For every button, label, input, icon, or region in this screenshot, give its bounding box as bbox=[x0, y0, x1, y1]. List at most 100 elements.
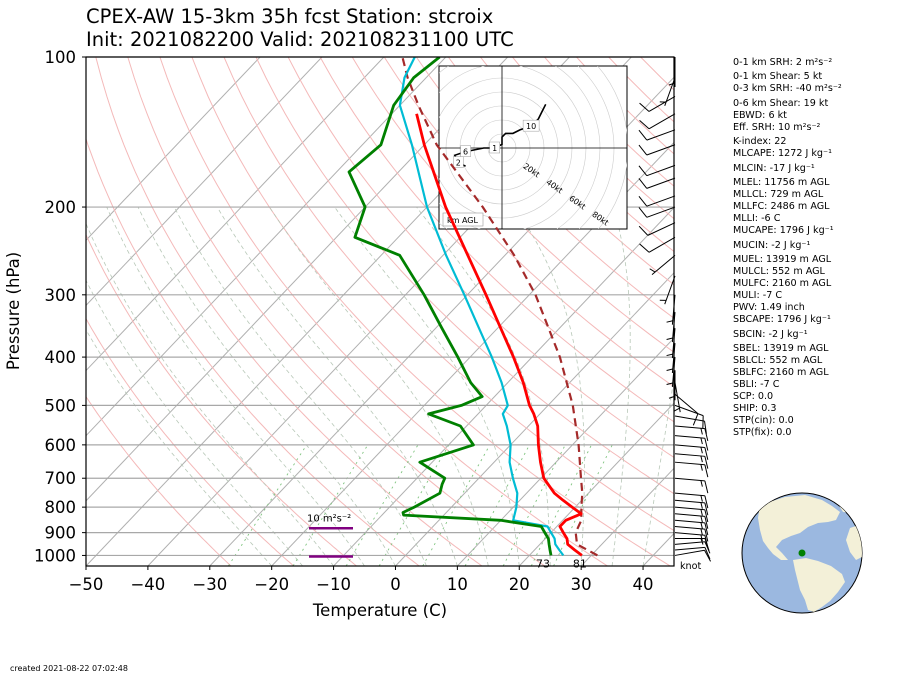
parameter-line: 0-1 km Shear: 5 kt bbox=[733, 71, 823, 83]
dry-adiabat bbox=[95, 57, 483, 566]
isotherm bbox=[580, 467, 674, 566]
moist-adiabat bbox=[514, 206, 585, 566]
wind-barb bbox=[674, 506, 709, 523]
parameter-line: Eff. SRH: 10 m²s⁻² bbox=[733, 121, 821, 133]
y-tick-label: 500 bbox=[45, 396, 77, 415]
globe-land-north-america bbox=[758, 495, 840, 560]
surface-temperature-label: 81 bbox=[573, 557, 587, 570]
parameter-line: SBEL: 13919 m AGL bbox=[733, 343, 829, 355]
x-tick-label: 0 bbox=[390, 575, 401, 594]
parameter-line: MUCAPE: 1796 J kg⁻¹ bbox=[733, 225, 834, 237]
hodograph-unit-label: km AGL bbox=[447, 216, 479, 225]
wind-barb bbox=[674, 453, 709, 469]
moist-adiabat bbox=[173, 206, 427, 566]
wind-barb bbox=[659, 275, 676, 305]
parameter-line: MLEL: 11756 m AGL bbox=[733, 177, 830, 189]
parameter-line: PWV: 1.49 inch bbox=[733, 302, 805, 314]
y-tick-label: 100 bbox=[45, 48, 77, 67]
moist-adiabat bbox=[642, 375, 674, 566]
x-tick-label: −20 bbox=[254, 575, 289, 594]
wind-barbs bbox=[638, 57, 712, 562]
isotherm bbox=[395, 272, 674, 566]
parameter-line: STP(cin): 0.0 bbox=[733, 415, 794, 427]
wind-barb bbox=[674, 492, 709, 509]
parameter-line: 0-6 km Shear: 19 kt bbox=[733, 97, 829, 109]
y-tick-label: 800 bbox=[45, 498, 77, 517]
y-axis-ticks: 100 200 300 400 500 600 700 800 900 1000 bbox=[34, 48, 86, 565]
wind-barb bbox=[639, 236, 676, 253]
dry-adiabat bbox=[191, 57, 671, 566]
dry-adiabat bbox=[351, 57, 674, 388]
wind-barb bbox=[659, 77, 676, 106]
isotherm bbox=[271, 141, 674, 566]
parameter-line: MLLCL: 729 m AGL bbox=[733, 189, 824, 201]
dry-adiabat bbox=[383, 57, 674, 353]
wind-barb bbox=[674, 477, 709, 494]
background-lines bbox=[86, 57, 674, 566]
x-tick-label: −50 bbox=[69, 575, 104, 594]
dry-adiabat bbox=[159, 57, 608, 566]
y-tick-label: 600 bbox=[45, 436, 77, 455]
wind-barb bbox=[674, 499, 709, 516]
title-line-2: Init: 2021082200 Valid: 202108231100 UTC bbox=[86, 28, 514, 51]
hodograph-level-label: 2 bbox=[456, 159, 461, 168]
plot-frame bbox=[85, 56, 675, 567]
x-tick-label: 40 bbox=[633, 575, 654, 594]
dry-adiabat bbox=[223, 57, 674, 532]
moist-adiabat bbox=[269, 206, 489, 566]
parameter-line: SBLCL: 552 m AGL bbox=[733, 355, 823, 367]
hodograph-level-box bbox=[522, 119, 540, 132]
mixing-ratio-line bbox=[292, 444, 369, 566]
x-tick-label: −40 bbox=[130, 575, 165, 594]
parameter-line: EBWD: 6 kt bbox=[733, 109, 787, 121]
wind-barb bbox=[638, 222, 676, 236]
isotherm bbox=[86, 57, 323, 307]
wind-barb bbox=[674, 393, 699, 426]
hodograph-level-box bbox=[489, 141, 500, 154]
isotherm bbox=[86, 57, 261, 241]
dry-adiabat bbox=[86, 395, 232, 566]
barb-unit-label: knot bbox=[680, 561, 702, 572]
wind-barb bbox=[674, 546, 711, 560]
station-marker bbox=[798, 549, 806, 557]
wind-barb bbox=[638, 177, 676, 189]
parameter-line: MULCL: 552 m AGL bbox=[733, 266, 825, 278]
parameter-line: SCP: 0.0 bbox=[733, 391, 774, 403]
wind-barb bbox=[673, 382, 681, 413]
hodograph-level-label: 1 bbox=[492, 144, 497, 153]
mixing-ratio-line bbox=[502, 444, 566, 566]
x-tick-label: 10 bbox=[447, 575, 468, 594]
globe-land-south-america bbox=[793, 558, 845, 612]
y-tick-label: 400 bbox=[45, 348, 77, 367]
hodograph-level-label: 6 bbox=[463, 148, 468, 157]
dry-adiabat bbox=[86, 317, 295, 566]
wind-barb bbox=[638, 144, 676, 156]
dry-adiabat bbox=[127, 57, 545, 566]
x-tick-label: −30 bbox=[192, 575, 227, 594]
hodograph-level-label: 10 bbox=[526, 122, 536, 131]
moist-adiabat bbox=[86, 279, 303, 566]
parameter-line: K-index: 22 bbox=[733, 136, 787, 148]
y-tick-label: 200 bbox=[45, 198, 77, 217]
hodograph-level-box bbox=[453, 156, 464, 168]
wind-barb bbox=[674, 549, 712, 562]
dry-adiabat bbox=[255, 57, 674, 495]
isotherm bbox=[518, 402, 674, 566]
wind-barb bbox=[649, 254, 676, 276]
mixing-ratio-line bbox=[228, 444, 308, 566]
parameter-line: MULI: -7 C bbox=[733, 290, 783, 302]
isotherm bbox=[86, 57, 385, 372]
wind-barb bbox=[674, 425, 709, 442]
dry-adiabat bbox=[287, 57, 674, 458]
parameter-line: MUEL: 13919 m AGL bbox=[733, 254, 832, 266]
parameter-line: SBCIN: -2 J kg⁻¹ bbox=[733, 328, 808, 340]
parameters-list: 0-1 km SRH: 2 m²s⁻² 0-1 km Shear: 5 kt 0-3… bbox=[733, 57, 903, 439]
dry-adiabat bbox=[415, 57, 674, 319]
moist-adiabat bbox=[611, 206, 631, 566]
wind-barb bbox=[674, 532, 709, 548]
y-tick-label: 300 bbox=[45, 286, 77, 305]
isotherm bbox=[457, 337, 674, 566]
parameter-line: MULFC: 2160 m AGL bbox=[733, 278, 832, 290]
